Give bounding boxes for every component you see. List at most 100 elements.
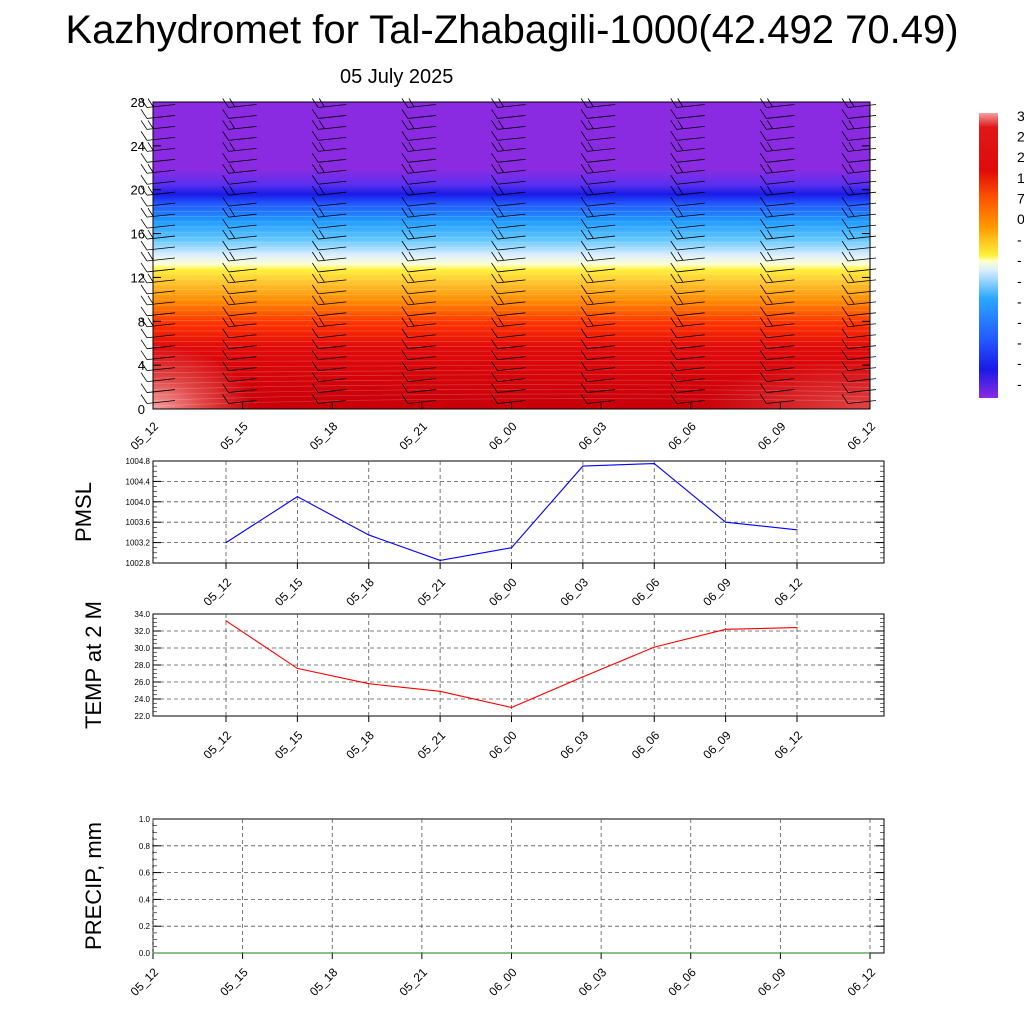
wind-barb bbox=[140, 185, 176, 196]
wind-barb bbox=[491, 383, 526, 393]
wind-barb bbox=[760, 240, 795, 251]
ytick-label: 22.0 bbox=[134, 712, 150, 721]
heatmap-hotspot-left bbox=[153, 345, 253, 409]
wind-barb bbox=[401, 295, 436, 306]
wind-barb bbox=[670, 317, 705, 328]
wind-barb bbox=[580, 383, 616, 393]
wind-barb bbox=[222, 339, 257, 350]
wind-barb bbox=[222, 240, 257, 251]
wind-barb bbox=[311, 131, 347, 141]
wind-barb bbox=[401, 262, 436, 273]
heat-ytick-label: 24 bbox=[131, 139, 145, 154]
wind-barb bbox=[580, 273, 616, 284]
wind-barb bbox=[401, 120, 436, 130]
wind-barb bbox=[222, 142, 257, 152]
axis-label: TEMP at 2 M bbox=[81, 601, 106, 729]
isoline bbox=[152, 388, 871, 396]
wind-barb bbox=[760, 207, 795, 218]
wind-barb bbox=[311, 372, 347, 382]
wind-barb bbox=[140, 328, 176, 339]
data-point bbox=[421, 952, 423, 954]
colorbar-label: 3 bbox=[1017, 108, 1024, 124]
wind-barb bbox=[401, 131, 436, 141]
wind-barb bbox=[222, 185, 257, 196]
wind-barb bbox=[580, 339, 616, 350]
wind-barb bbox=[670, 164, 705, 174]
wind-barb bbox=[670, 295, 705, 306]
colorbar-label: - bbox=[1017, 273, 1022, 289]
ytick-label: 1002.8 bbox=[126, 559, 151, 568]
plot-frame bbox=[152, 818, 885, 954]
wind-barb bbox=[841, 361, 877, 372]
wind-barb bbox=[140, 142, 176, 152]
xtick-label: 06_00 bbox=[486, 575, 520, 609]
ytick-label: 1004.4 bbox=[126, 477, 151, 486]
xtick-label: 06_06 bbox=[629, 575, 663, 609]
heat-ytick-label: 8 bbox=[138, 314, 145, 329]
wind-barb bbox=[491, 372, 526, 382]
wind-barb bbox=[841, 328, 877, 339]
wind-barb bbox=[760, 185, 795, 196]
wind-barb bbox=[670, 218, 705, 229]
xtick-label: 06_06 bbox=[629, 728, 663, 762]
wind-barb bbox=[491, 164, 526, 174]
wind-barb bbox=[140, 120, 176, 130]
isoline bbox=[152, 393, 871, 401]
xtick-label: 05_21 bbox=[415, 728, 449, 762]
isoline bbox=[152, 360, 871, 362]
wind-barb bbox=[580, 251, 616, 262]
wind-barb bbox=[670, 109, 705, 119]
wind-barb bbox=[491, 142, 526, 152]
wind-barb bbox=[670, 372, 705, 382]
page-subtitle: 05 July 2025 bbox=[340, 66, 454, 88]
wind-barb bbox=[401, 350, 436, 361]
wind-barb bbox=[760, 372, 795, 382]
wind-barb bbox=[841, 350, 877, 361]
plot-frame bbox=[152, 460, 885, 564]
wind-barb bbox=[760, 262, 795, 273]
ytick-label: 1003.2 bbox=[126, 539, 151, 548]
wind-barb bbox=[401, 207, 436, 218]
wind-barb bbox=[222, 295, 257, 306]
wind-barb bbox=[670, 383, 705, 393]
xtick-label: 05_12 bbox=[201, 575, 235, 609]
isoline bbox=[152, 384, 871, 390]
wind-barb bbox=[670, 251, 705, 262]
wind-barb bbox=[580, 306, 616, 317]
wind-barb bbox=[140, 339, 176, 350]
wind-barb bbox=[580, 262, 616, 273]
wind-barb bbox=[311, 196, 347, 207]
wind-barb bbox=[760, 350, 795, 361]
data-point bbox=[653, 646, 655, 648]
data-point bbox=[653, 462, 655, 465]
wind-barb bbox=[311, 164, 347, 174]
colorbar-label: - bbox=[1017, 252, 1022, 268]
data-point bbox=[296, 496, 298, 498]
wind-barb bbox=[841, 284, 877, 295]
wind-barb bbox=[760, 383, 795, 393]
wind-barb bbox=[140, 284, 176, 295]
wind-barb bbox=[841, 240, 877, 251]
heatmap-panel: 0 4 8 12 16 20 24 28 05_12 05_15 05_18 05_21 06_00 0… bbox=[128, 95, 879, 453]
wind-barb bbox=[311, 361, 347, 372]
wind-barb bbox=[491, 120, 526, 130]
heat-ytick-label: 16 bbox=[131, 227, 145, 242]
colorbar-label: - bbox=[1017, 293, 1022, 309]
wind-barb bbox=[401, 328, 436, 339]
data-point bbox=[600, 952, 602, 954]
wind-barb bbox=[760, 295, 795, 306]
wind-barb bbox=[760, 306, 795, 317]
wind-barb bbox=[311, 142, 347, 152]
wind-barb bbox=[311, 229, 347, 240]
wind-barb bbox=[222, 317, 257, 328]
wind-barb bbox=[491, 131, 526, 141]
wind-barb bbox=[760, 109, 795, 119]
wind-barb bbox=[401, 153, 436, 163]
wind-barb bbox=[580, 361, 616, 372]
wind-barb bbox=[580, 120, 616, 130]
data-point bbox=[225, 620, 227, 622]
wind-barb bbox=[760, 361, 795, 372]
wind-barb bbox=[670, 284, 705, 295]
wind-barb bbox=[491, 361, 526, 372]
wind-barb bbox=[222, 328, 257, 339]
